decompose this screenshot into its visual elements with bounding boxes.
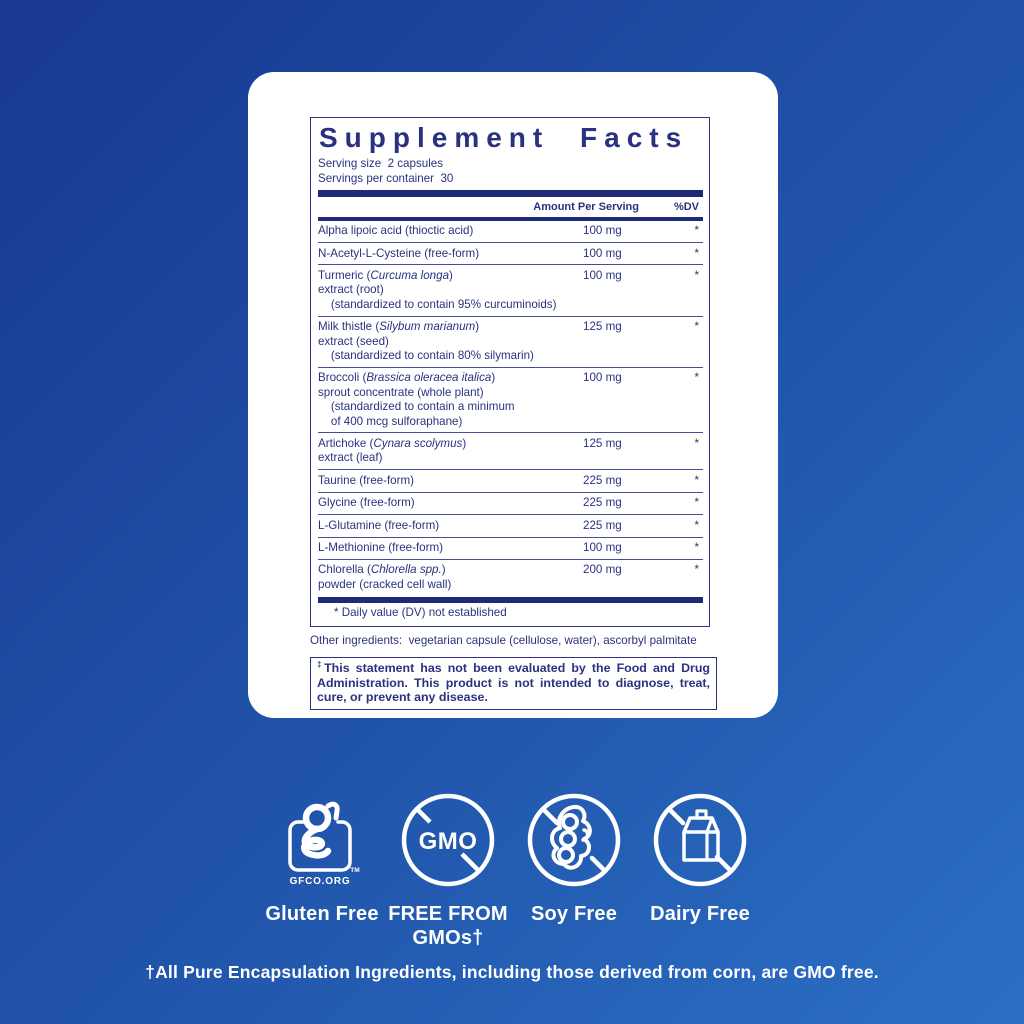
ingredient-amount: 225 mg <box>583 518 622 532</box>
ingredient-amount: 225 mg <box>583 496 622 510</box>
gfco-org-text: GFCO.ORG <box>290 876 351 887</box>
ingredient-name: Chlorella (Chlorella spp.) powder (cracke… <box>318 563 452 591</box>
divider-bar-bottom <box>318 596 703 603</box>
no-soy-icon <box>524 792 624 892</box>
ingredient-dv: * <box>694 246 699 260</box>
divider-bar-thin <box>318 216 703 221</box>
facts-column-headers: Amount Per Serving %DV <box>318 197 703 216</box>
soy-free-badge: Soy Free <box>499 792 649 926</box>
gmo-icon-text: GMO <box>419 828 478 855</box>
ingredient-dv: * <box>694 371 699 385</box>
label-card: Supplement Facts Serving size 2 capsules… <box>248 72 778 718</box>
facts-row: Artichoke (Cynara scolymus) extract (leaf… <box>318 432 703 469</box>
disclaimer-text: This statement has not been evaluated by… <box>317 661 710 705</box>
ingredient-amount: 100 mg <box>583 541 622 554</box>
no-dairy-icon <box>650 792 750 892</box>
amount-per-serving-header: Amount Per Serving <box>533 201 639 214</box>
gmo-free-label-line1: FREE FROM <box>388 903 508 925</box>
ingredient-amount: 200 mg <box>583 563 622 577</box>
facts-row: Chlorella (Chlorella spp.) powder (cracke… <box>318 558 703 596</box>
supplement-facts-title: Supplement Facts <box>319 122 689 153</box>
facts-row: Broccoli (Brassica oleracea italica) spro… <box>318 366 703 433</box>
ingredient-name: Artichoke (Cynara scolymus) extract (leaf… <box>318 436 467 465</box>
ingredient-name: Alpha lipoic acid (thioctic acid) <box>318 224 474 238</box>
facts-row: Milk thistle (Silybum marianum) extract (… <box>318 315 703 367</box>
ingredient-amount: 100 mg <box>583 224 622 238</box>
ingredient-dv: * <box>694 224 699 238</box>
footer-note: †All Pure Encapsulation Ingredients, inc… <box>145 962 879 982</box>
ingredient-dv: * <box>694 518 699 532</box>
facts-row: Glycine (free-form) 225 mg * <box>318 491 703 514</box>
ingredient-amount: 100 mg <box>583 246 622 260</box>
ingredient-name: Glycine (free-form) <box>318 496 415 510</box>
ingredient-amount: 225 mg <box>583 473 622 487</box>
facts-row: Turmeric (Curcuma longa) extract (root) (… <box>318 264 703 315</box>
soy-free-label: Soy Free <box>530 903 618 925</box>
ingredient-amount: 125 mg <box>583 320 622 334</box>
ingredient-dv: * <box>694 473 699 487</box>
gfco-gluten-free-icon: GFCO.ORG TM <box>271 792 373 892</box>
dairy-free-label: Dairy Free <box>650 903 750 925</box>
fda-disclaimer-box: ‡This statement has not been evaluated b… <box>310 657 717 710</box>
gluten-free-label: Gluten Free <box>265 903 379 925</box>
ingredient-amount: 100 mg <box>583 268 622 282</box>
no-gmo-icon: GMO <box>398 792 498 892</box>
dv-footnote: * Daily value (DV) not established <box>334 605 507 619</box>
facts-row: L-Glutamine (free-form) 225 mg * <box>318 514 703 536</box>
gluten-free-badge: GFCO.ORG TM Gluten Free <box>247 792 397 926</box>
ingredient-name: L-Glutamine (free-form) <box>318 518 440 532</box>
facts-row: Alpha lipoic acid (thioctic acid) 100 mg * <box>318 221 703 242</box>
ingredient-name: Milk thistle (Silybum marianum) extract (… <box>318 320 534 362</box>
ingredient-dv: * <box>694 320 699 334</box>
dairy-free-badge: Dairy Free <box>625 792 775 926</box>
facts-row: N-Acetyl-L-Cysteine (free-form) 100 mg * <box>318 242 703 264</box>
disclaimer-mark: ‡ <box>317 660 325 669</box>
ingredient-name: Broccoli (Brassica oleracea italica) spro… <box>318 371 515 428</box>
percent-dv-header: %DV <box>673 201 699 214</box>
ingredient-dv: * <box>694 541 699 554</box>
serving-size-line: Serving size 2 capsules <box>318 157 444 170</box>
divider-bar-thick <box>318 190 703 198</box>
ingredient-dv: * <box>694 268 699 282</box>
gmo-free-label: FREE FROM GMOs† <box>388 902 508 950</box>
ingredient-amount: 125 mg <box>583 436 622 450</box>
facts-row: Taurine (free-form) 225 mg * <box>318 469 703 491</box>
facts-row: L-Methionine (free-form) 100 mg * <box>318 536 703 559</box>
ingredient-amount: 100 mg <box>583 371 622 385</box>
ingredient-name: L-Methionine (free-form) <box>318 541 443 554</box>
ingredient-dv: * <box>694 436 699 450</box>
ingredient-name: N-Acetyl-L-Cysteine (free-form) <box>318 246 480 260</box>
gmo-free-label-line2: GMOs† <box>412 927 484 949</box>
ingredient-dv: * <box>694 563 699 577</box>
supplement-facts-panel: Supplement Facts Serving size 2 capsules… <box>310 117 710 628</box>
other-ingredients-line: Other ingredients: vegetarian capsule (c… <box>310 634 697 648</box>
gmo-free-badge: GMO FREE FROM GMOs† <box>373 792 523 950</box>
ingredient-name: Taurine (free-form) <box>318 473 414 487</box>
servings-per-container-line: Servings per container 30 <box>318 171 454 185</box>
ingredient-name: Turmeric (Curcuma longa) extract (root) (… <box>318 268 557 311</box>
gfco-tm-text: TM <box>350 867 359 874</box>
facts-rows: Alpha lipoic acid (thioctic acid) 100 mg *… <box>318 221 703 596</box>
ingredient-dv: * <box>694 496 699 510</box>
